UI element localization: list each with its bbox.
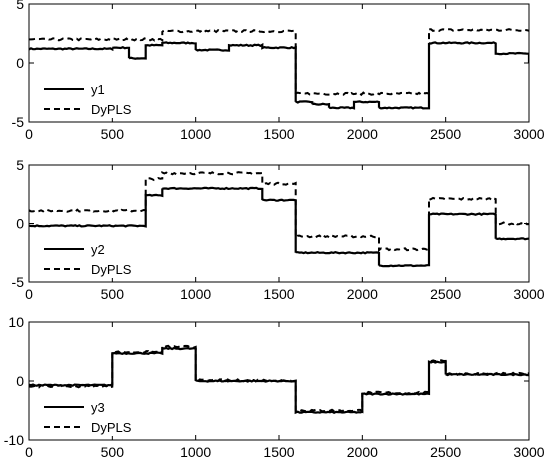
x-tick-label: 1500 [263, 444, 294, 460]
x-tick-label: 2000 [347, 444, 378, 460]
x-tick-label: 1500 [263, 286, 294, 302]
x-tick-label: 500 [101, 286, 125, 302]
legend: y2 DyPLS [39, 238, 149, 278]
x-tick-label: 3000 [513, 286, 544, 302]
series-line-measured [29, 186, 529, 268]
y-tick-label: -10 [4, 432, 24, 448]
series-line-dypls [29, 344, 529, 414]
x-tick-label: 500 [101, 126, 125, 142]
y-tick-label: -5 [12, 114, 25, 130]
x-tick-label: 2000 [347, 126, 378, 142]
x-tick-label: 1500 [263, 126, 294, 142]
x-tick-label: 500 [101, 444, 125, 460]
x-tick-label: 2500 [430, 126, 461, 142]
x-tick-label: 2500 [430, 444, 461, 460]
x-tick-label: 3000 [513, 444, 544, 460]
legend: y1 DyPLS [39, 78, 149, 118]
x-tick-label: 1000 [180, 126, 211, 142]
x-tick-label: 3000 [513, 126, 544, 142]
x-tick-label: 2500 [430, 286, 461, 302]
x-tick-label: 2000 [347, 286, 378, 302]
x-tick-label: 0 [25, 444, 33, 460]
y-tick-label: 5 [16, 0, 24, 12]
legend-label: DyPLS [91, 102, 132, 117]
legend-label: y3 [91, 400, 105, 415]
series-line-dypls [29, 170, 529, 253]
y-tick-label: 0 [16, 55, 24, 71]
y-tick-label: 5 [16, 157, 24, 173]
y-tick-label: -5 [12, 274, 25, 290]
series-line-dypls [29, 27, 529, 97]
y-tick-label: 0 [16, 216, 24, 232]
y-tick-label: 10 [8, 314, 24, 330]
legend-label: DyPLS [91, 420, 132, 435]
legend: y3 DyPLS [39, 396, 149, 436]
legend-label: DyPLS [91, 262, 132, 277]
x-tick-label: 1000 [180, 286, 211, 302]
x-tick-label: 0 [25, 286, 33, 302]
legend-label: y2 [91, 242, 105, 257]
series-line-measured [29, 41, 529, 110]
y-tick-label: 0 [16, 373, 24, 389]
x-tick-label: 1000 [180, 444, 211, 460]
x-tick-label: 0 [25, 126, 33, 142]
legend-label: y1 [91, 82, 105, 97]
